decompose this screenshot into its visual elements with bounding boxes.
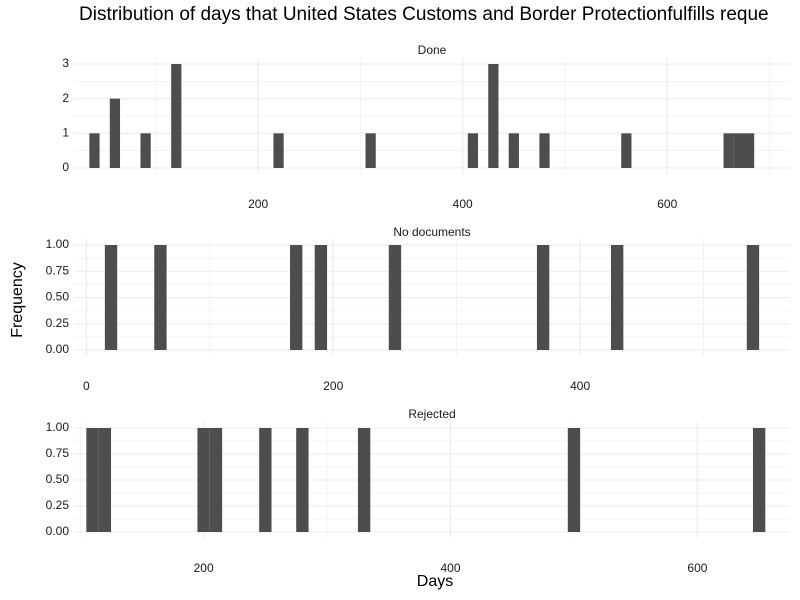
x-tick-label: 600	[657, 197, 677, 211]
y-tick-label: 0.50	[46, 472, 70, 486]
y-tick-label: 0.75	[46, 263, 70, 277]
histogram-bar	[611, 245, 624, 350]
chart-title: Distribution of days that United States …	[79, 4, 769, 25]
x-tick-label: 600	[687, 561, 707, 575]
y-tick-label: 1.00	[46, 237, 70, 251]
histogram-bar	[140, 133, 151, 168]
histogram-bar	[154, 245, 167, 350]
y-tick-label: 0.50	[46, 290, 70, 304]
histogram-bar	[197, 428, 210, 532]
histogram-bar	[86, 428, 99, 532]
histogram-bar	[171, 64, 182, 168]
histogram-bar	[273, 133, 284, 168]
x-tick-label: 400	[441, 561, 461, 575]
histogram-bar	[508, 133, 519, 168]
y-tick-label: 1	[62, 126, 69, 140]
histogram-bar	[746, 245, 760, 350]
y-tick-label: 1.00	[46, 420, 70, 434]
y-tick-label: 0.00	[46, 342, 70, 356]
histogram-bar	[621, 133, 632, 168]
histogram-bar	[743, 133, 755, 168]
facet-label: Rejected	[408, 407, 455, 421]
histogram-bar	[752, 428, 766, 532]
y-tick-label: 0.00	[46, 524, 70, 538]
histogram-bar	[259, 428, 272, 532]
histogram-bar	[536, 245, 550, 350]
y-tick-label: 2	[62, 91, 69, 105]
histogram-bar	[539, 133, 550, 168]
histogram-bar	[388, 245, 402, 350]
histogram-bar	[365, 133, 376, 168]
y-tick-label: 0.25	[46, 316, 70, 330]
x-tick-label: 0	[83, 379, 90, 393]
x-tick-label: 200	[194, 561, 214, 575]
y-tick-label: 0.25	[46, 498, 70, 512]
y-tick-label: 0	[62, 160, 69, 174]
histogram-bar	[314, 245, 328, 350]
histogram-bar	[109, 98, 121, 168]
histogram-bar	[290, 245, 303, 350]
x-tick-label: 200	[323, 379, 343, 393]
facet-label: No documents	[393, 225, 470, 239]
histogram-bar	[723, 133, 734, 168]
facet-label: Done	[418, 43, 447, 57]
histogram-bar	[296, 428, 309, 532]
histogram-bar	[467, 133, 479, 168]
x-tick-label: 400	[453, 197, 473, 211]
histogram-bar	[733, 133, 744, 168]
x-tick-label: 400	[570, 379, 590, 393]
histogram-bar	[98, 428, 112, 532]
y-tick-label: 3	[62, 56, 69, 70]
x-tick-label: 200	[248, 197, 268, 211]
histogram-bar	[89, 133, 100, 168]
y-tick-label: 0.75	[46, 446, 70, 460]
histogram-bar	[357, 428, 371, 532]
histogram-bar	[567, 428, 581, 532]
histogram-bar	[104, 245, 118, 350]
histogram-bar	[209, 428, 223, 532]
x-axis-label: Days	[416, 573, 454, 590]
histogram-bar	[488, 64, 499, 168]
